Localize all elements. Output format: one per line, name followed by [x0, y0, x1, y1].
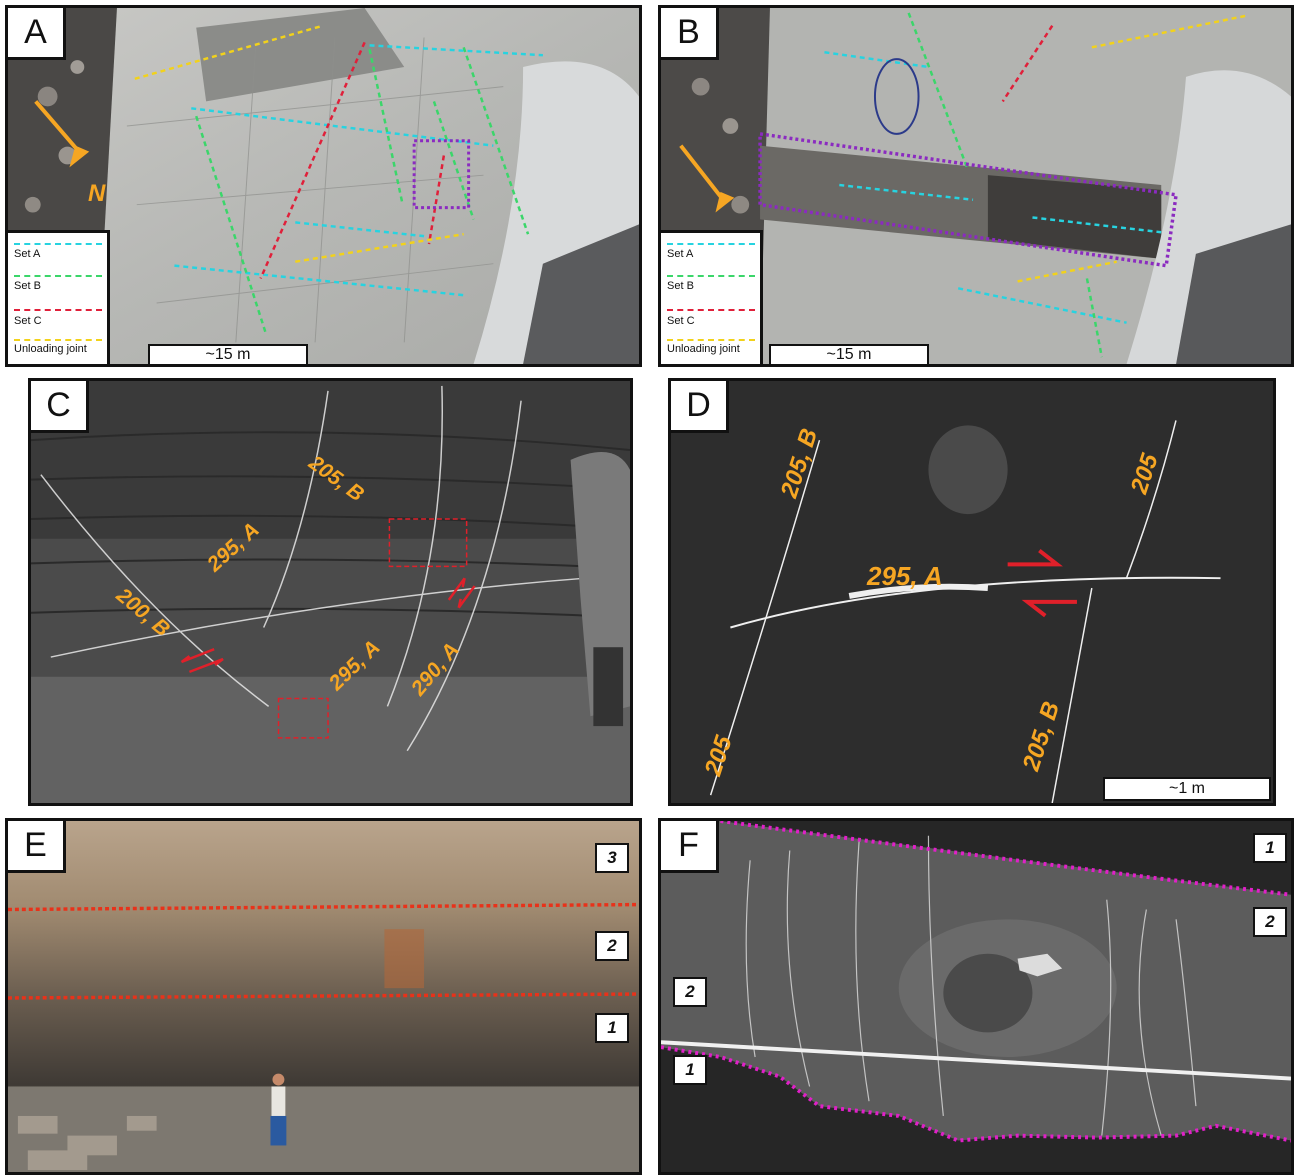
scale-bar-b: ~15 m	[769, 344, 929, 364]
panel-e: E 3 2 1	[5, 818, 642, 1175]
legend-label-set-b: Set B	[14, 280, 41, 292]
unit-label-f-1-left: 1	[673, 1055, 707, 1085]
panel-c-photo	[31, 381, 630, 803]
legend-label-set-c: Set C	[14, 315, 42, 327]
legend-a: Set A Set B Set C Unloading joint	[8, 230, 110, 364]
panel-d-label: D	[671, 381, 729, 433]
legend-b: Set A Set B Set C Unloading joint	[661, 230, 763, 364]
annotation-d-3: 295, A	[867, 561, 943, 591]
legend-label-set-a: Set A	[667, 248, 694, 260]
legend-label-set-a: Set A	[14, 248, 41, 260]
legend-label-set-c: Set C	[667, 315, 695, 327]
unit-label-f-2-left: 2	[673, 977, 707, 1007]
panel-c-label: C	[31, 381, 89, 433]
unit-label-f-2: 2	[1253, 907, 1287, 937]
legend-line-unloading	[14, 339, 102, 341]
legend-line-set-b	[14, 275, 102, 277]
unit-label-e-1: 1	[595, 1013, 629, 1043]
panel-f: F 1 2 2 1	[658, 818, 1294, 1175]
panel-e-label: E	[8, 821, 66, 873]
panel-a: A N Set A Set B Set C Unloading joint ~1…	[5, 5, 642, 367]
legend-label-unloading: Unloading joint	[667, 343, 740, 355]
panel-b-label: B	[661, 8, 719, 60]
unit-label-f-1: 1	[1253, 833, 1287, 863]
scale-bar-d: ~1 m	[1103, 777, 1271, 801]
legend-line-set-c	[14, 309, 102, 311]
unit-label-e-2: 2	[595, 931, 629, 961]
panel-d-photo	[671, 381, 1273, 803]
panel-b: B N Set A Set B Set C Unloading joint ~1…	[658, 5, 1294, 367]
panel-f-photo	[661, 821, 1291, 1172]
panel-e-photo	[8, 821, 639, 1172]
panel-b-photo	[661, 8, 1291, 364]
panel-f-label: F	[661, 821, 719, 873]
panel-a-label: A	[8, 8, 66, 60]
unit-label-e-3: 3	[595, 843, 629, 873]
legend-line-set-b	[667, 275, 755, 277]
legend-label-unloading: Unloading joint	[14, 343, 87, 355]
legend-label-set-b: Set B	[667, 280, 694, 292]
panel-d: D 205, B 205 295, A 205 205, B ~1 m	[668, 378, 1276, 806]
scale-bar-a: ~15 m	[148, 344, 308, 364]
north-label: N	[88, 180, 106, 207]
legend-line-set-c	[667, 309, 755, 311]
legend-line-set-a	[667, 243, 755, 245]
legend-line-set-a	[14, 243, 102, 245]
panel-c: C 205, B 295, A 200, B 295, A 290, A	[28, 378, 633, 806]
legend-line-unloading	[667, 339, 755, 341]
